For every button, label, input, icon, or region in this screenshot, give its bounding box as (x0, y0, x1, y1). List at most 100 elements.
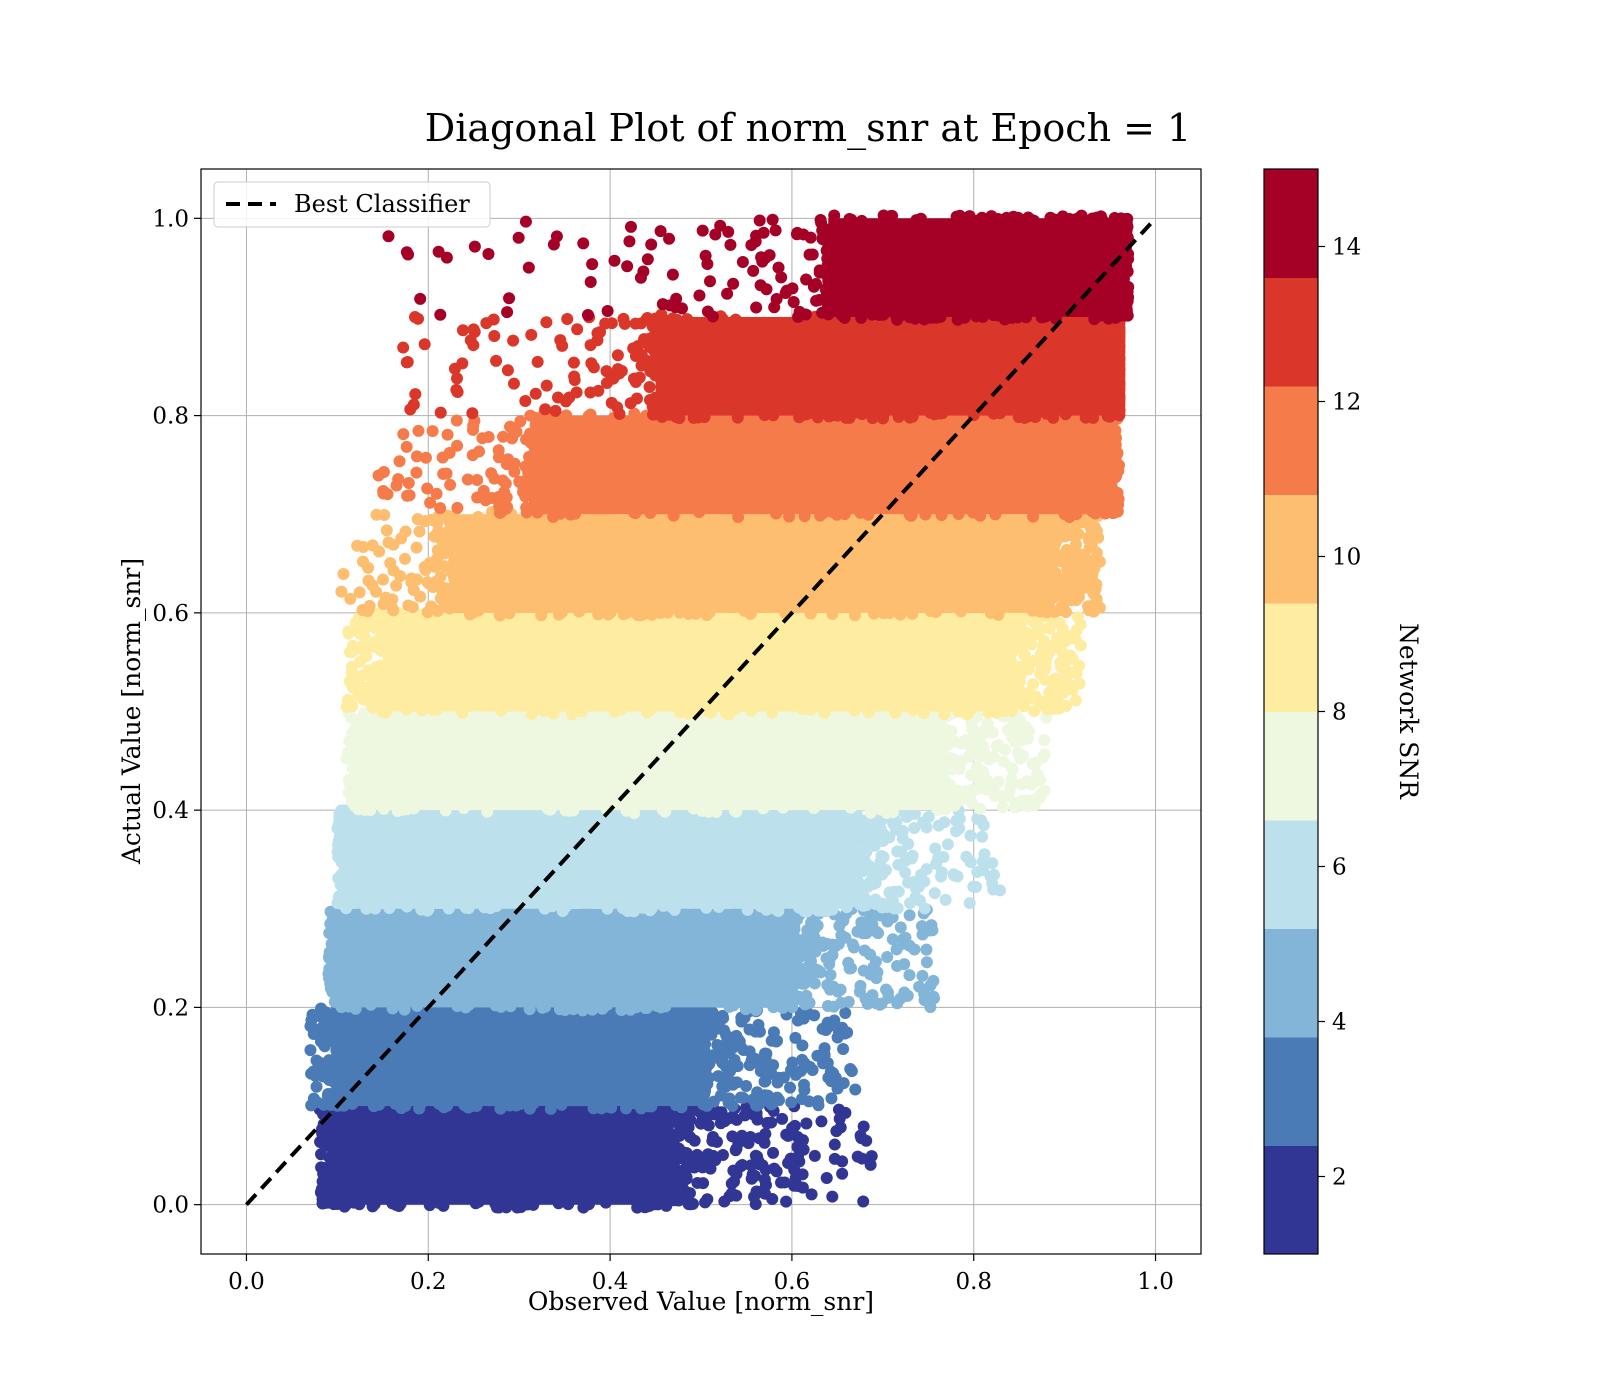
data-point (1008, 714, 1021, 727)
data-point (924, 605, 937, 618)
data-point (718, 1024, 731, 1037)
data-point (675, 1122, 688, 1135)
data-point (683, 1160, 696, 1173)
data-point (897, 932, 910, 945)
data-point (1027, 510, 1040, 523)
data-point (704, 275, 717, 288)
data-point (346, 672, 359, 685)
data-point (363, 616, 376, 629)
snr-band-4 (331, 801, 1007, 918)
data-point (492, 444, 505, 457)
data-point (978, 848, 991, 861)
data-point (617, 608, 630, 621)
data-point (1105, 480, 1118, 493)
data-point (892, 858, 905, 871)
data-point (342, 745, 355, 758)
data-point (717, 1012, 730, 1025)
data-point (902, 837, 915, 850)
data-point (462, 998, 475, 1011)
data-point (1028, 798, 1041, 811)
data-point (500, 458, 513, 471)
data-point (319, 1187, 332, 1200)
data-point (910, 214, 923, 227)
data-point (1059, 656, 1072, 669)
data-point (330, 937, 343, 950)
data-point (817, 506, 830, 519)
data-point (826, 1190, 839, 1203)
data-point (530, 447, 543, 460)
data-point (976, 310, 989, 323)
data-point (414, 1097, 427, 1110)
data-point (836, 1155, 849, 1168)
data-point (920, 821, 933, 834)
data-point (865, 1150, 878, 1163)
data-point (673, 706, 686, 719)
data-point (800, 273, 813, 286)
data-point (843, 411, 856, 424)
data-point (899, 866, 912, 879)
colorbar-segment (1264, 386, 1318, 495)
data-point (758, 1089, 771, 1102)
data-point (608, 254, 621, 267)
data-point (339, 837, 352, 850)
data-point (998, 755, 1011, 768)
data-point (308, 1023, 321, 1036)
data-point (757, 802, 770, 815)
data-point (953, 209, 966, 222)
data-point (358, 772, 371, 785)
data-point (760, 283, 773, 296)
data-point (464, 1100, 477, 1113)
data-point (712, 1052, 725, 1065)
data-point (472, 604, 485, 617)
data-point (480, 317, 493, 330)
data-point (382, 230, 395, 243)
data-point (738, 604, 751, 617)
data-point (808, 1149, 821, 1162)
data-point (342, 627, 355, 640)
data-point (414, 292, 427, 305)
data-point (818, 706, 831, 719)
data-point (1113, 282, 1126, 295)
data-point (421, 482, 434, 495)
data-point (693, 289, 706, 302)
data-point (529, 387, 542, 400)
data-point (1069, 538, 1082, 551)
data-point (410, 450, 423, 463)
data-point (977, 864, 990, 877)
data-point (396, 803, 409, 816)
data-point (673, 606, 686, 619)
data-point (996, 801, 1009, 814)
data-point (812, 904, 825, 917)
x-tick-label: 0.6 (774, 1269, 811, 1295)
data-point (1064, 666, 1077, 679)
data-point (833, 407, 846, 420)
data-point (586, 258, 599, 271)
data-point (831, 985, 844, 998)
y-tick-label: 0.8 (152, 404, 189, 430)
data-point (783, 510, 796, 523)
data-point (434, 570, 447, 583)
data-point (430, 487, 443, 500)
data-point (1086, 505, 1099, 518)
data-point (540, 379, 553, 392)
data-point (873, 308, 886, 321)
data-point (832, 1103, 845, 1116)
data-point (400, 703, 413, 716)
data-point (749, 235, 762, 248)
data-point (314, 1135, 327, 1148)
data-point (740, 1101, 753, 1114)
data-point (892, 885, 905, 898)
data-point (1026, 757, 1039, 770)
data-point (397, 428, 410, 441)
data-point (759, 1052, 772, 1065)
data-point (1089, 583, 1102, 596)
data-point (987, 750, 1000, 763)
snr-band-7 (335, 505, 1106, 622)
data-point (331, 1040, 344, 1053)
data-point (820, 268, 833, 281)
data-point (549, 404, 562, 417)
data-point (894, 608, 907, 621)
data-point (665, 900, 678, 913)
data-point (855, 311, 868, 324)
data-point (357, 752, 370, 765)
